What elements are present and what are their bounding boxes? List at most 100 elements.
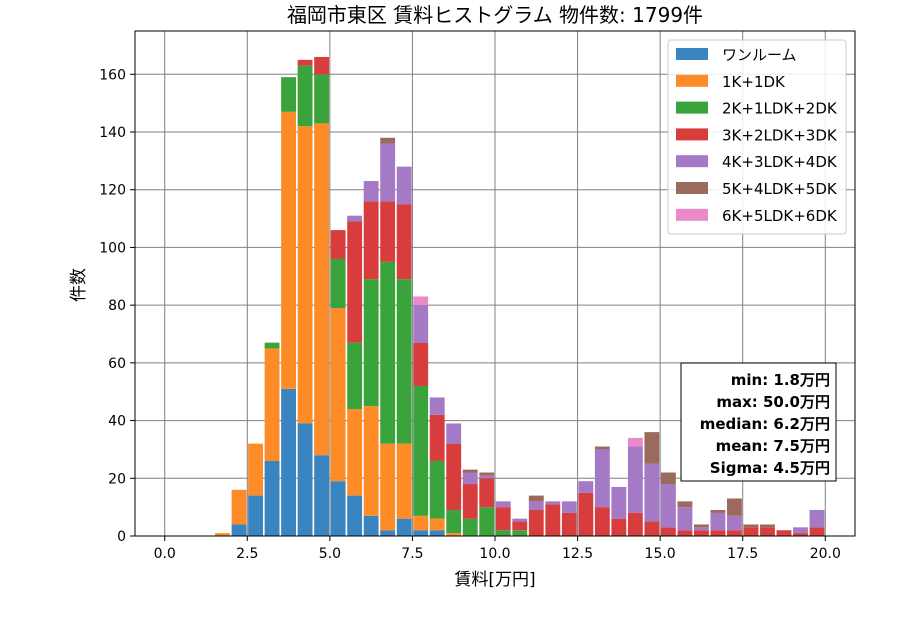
histogram-bar [578, 492, 594, 536]
histogram-bar [479, 478, 495, 508]
x-tick-label: 0.0 [154, 546, 176, 562]
histogram-bar [347, 215, 363, 222]
histogram-bar [809, 510, 825, 528]
stats-line: min: 1.8万円 [731, 371, 830, 389]
histogram-bar [627, 446, 643, 513]
legend-label: 3K+2LDK+3DK [722, 126, 838, 144]
histogram-bar [545, 504, 561, 536]
histogram-bar [264, 348, 280, 461]
histogram-bar [446, 443, 462, 511]
series-group [215, 111, 462, 536]
legend-swatch [676, 182, 708, 194]
histogram-bar [727, 498, 742, 516]
histogram-bar [710, 512, 726, 531]
y-tick-label: 140 [99, 125, 126, 141]
legend-swatch [676, 155, 708, 168]
histogram-bar [446, 423, 462, 444]
histogram-bar [727, 530, 742, 536]
histogram-bar [380, 143, 396, 202]
histogram-bar [314, 56, 330, 75]
histogram-bar [660, 472, 676, 485]
histogram-bar [231, 524, 247, 536]
series-group [264, 65, 528, 536]
legend-label: 2K+1LDK+2DK [722, 100, 838, 118]
histogram-bar [297, 423, 313, 536]
histogram-bar [396, 166, 412, 205]
histogram-bar [495, 507, 511, 531]
histogram-bar [693, 527, 709, 531]
stats-frame [680, 362, 837, 482]
histogram-bar [281, 77, 297, 112]
histogram-bar [760, 524, 775, 528]
x-axis-label: 賃料[万円] [454, 570, 535, 590]
stats-box: min: 1.8万円 max: 50.0万円 median: 6.2万円 mean: … [680, 362, 837, 482]
histogram-bar [479, 475, 495, 479]
histogram-bar [677, 507, 693, 531]
histogram-bar [396, 204, 412, 280]
histogram-bar [578, 481, 594, 493]
histogram-bar [512, 521, 528, 531]
histogram-bar [330, 258, 346, 309]
histogram-bar [660, 484, 676, 528]
y-tick-label: 20 [108, 471, 126, 487]
chart-title: 福岡市東区 賃料ヒストグラム 物件数: 1799件 [287, 3, 703, 27]
stats-line: median: 6.2万円 [700, 415, 830, 433]
y-tick-label: 100 [99, 240, 126, 256]
histogram-bar [793, 527, 808, 534]
histogram-bar [627, 512, 643, 536]
legend-label: 1K+1DK [722, 73, 786, 91]
histogram-bar [413, 342, 429, 386]
y-tick-label: 60 [108, 356, 126, 372]
legend-label: 5K+4LDK+5DK [722, 180, 838, 198]
legend-label: 6K+5LDK+6DK [722, 207, 838, 225]
y-tick-label: 40 [108, 414, 126, 430]
x-tick-label: 20.0 [810, 546, 841, 562]
histogram-bar [594, 507, 610, 536]
histogram-bar [446, 510, 462, 534]
stats-line: Sigma: 4.5万円 [710, 459, 830, 477]
stats-line: mean: 7.5万円 [716, 437, 830, 455]
series-group [380, 137, 775, 528]
histogram-bar [644, 521, 660, 536]
histogram-bar [710, 510, 726, 513]
x-tick-label: 7.5 [401, 546, 423, 562]
histogram-bar [363, 201, 379, 280]
histogram-bar [429, 518, 445, 531]
histogram-bar [429, 414, 445, 461]
histogram-bar [677, 501, 693, 508]
y-axis-label: 件数 [69, 268, 89, 302]
histogram-bar [561, 501, 577, 513]
histogram-bar [793, 533, 808, 536]
legend-swatch [676, 208, 708, 221]
legend-label: ワンルーム [722, 46, 797, 64]
histogram-bar [528, 495, 544, 502]
histogram-bar [727, 515, 742, 531]
histogram-bar [693, 524, 709, 528]
histogram-bar [413, 515, 429, 531]
histogram-bar [429, 397, 445, 415]
legend: ワンルーム 1K+1DK 2K+1LDK+2DK 3K+2LDK+3DK 4K+3LDK… [667, 39, 847, 235]
histogram-bar [743, 527, 759, 536]
histogram-bar [528, 510, 544, 536]
histogram-bar [330, 308, 346, 482]
histogram-bar [396, 518, 412, 536]
y-tick-label: 160 [99, 67, 126, 83]
series-group [413, 296, 643, 447]
histogram-bar [363, 515, 379, 536]
histogram-bar [363, 279, 379, 407]
stats-line: max: 50.0万円 [716, 393, 830, 411]
histogram-bar [462, 472, 478, 485]
series-group [231, 388, 445, 536]
histogram-bar [264, 460, 280, 536]
histogram-bar [462, 518, 478, 536]
histogram-bar [611, 486, 627, 519]
histogram-bar [627, 437, 643, 447]
legend-swatch [676, 128, 708, 141]
y-tick-label: 120 [99, 183, 126, 199]
histogram-bar [561, 512, 577, 536]
histogram-bar [231, 489, 247, 525]
histogram-bar [380, 201, 396, 262]
histogram-bar [462, 484, 478, 519]
